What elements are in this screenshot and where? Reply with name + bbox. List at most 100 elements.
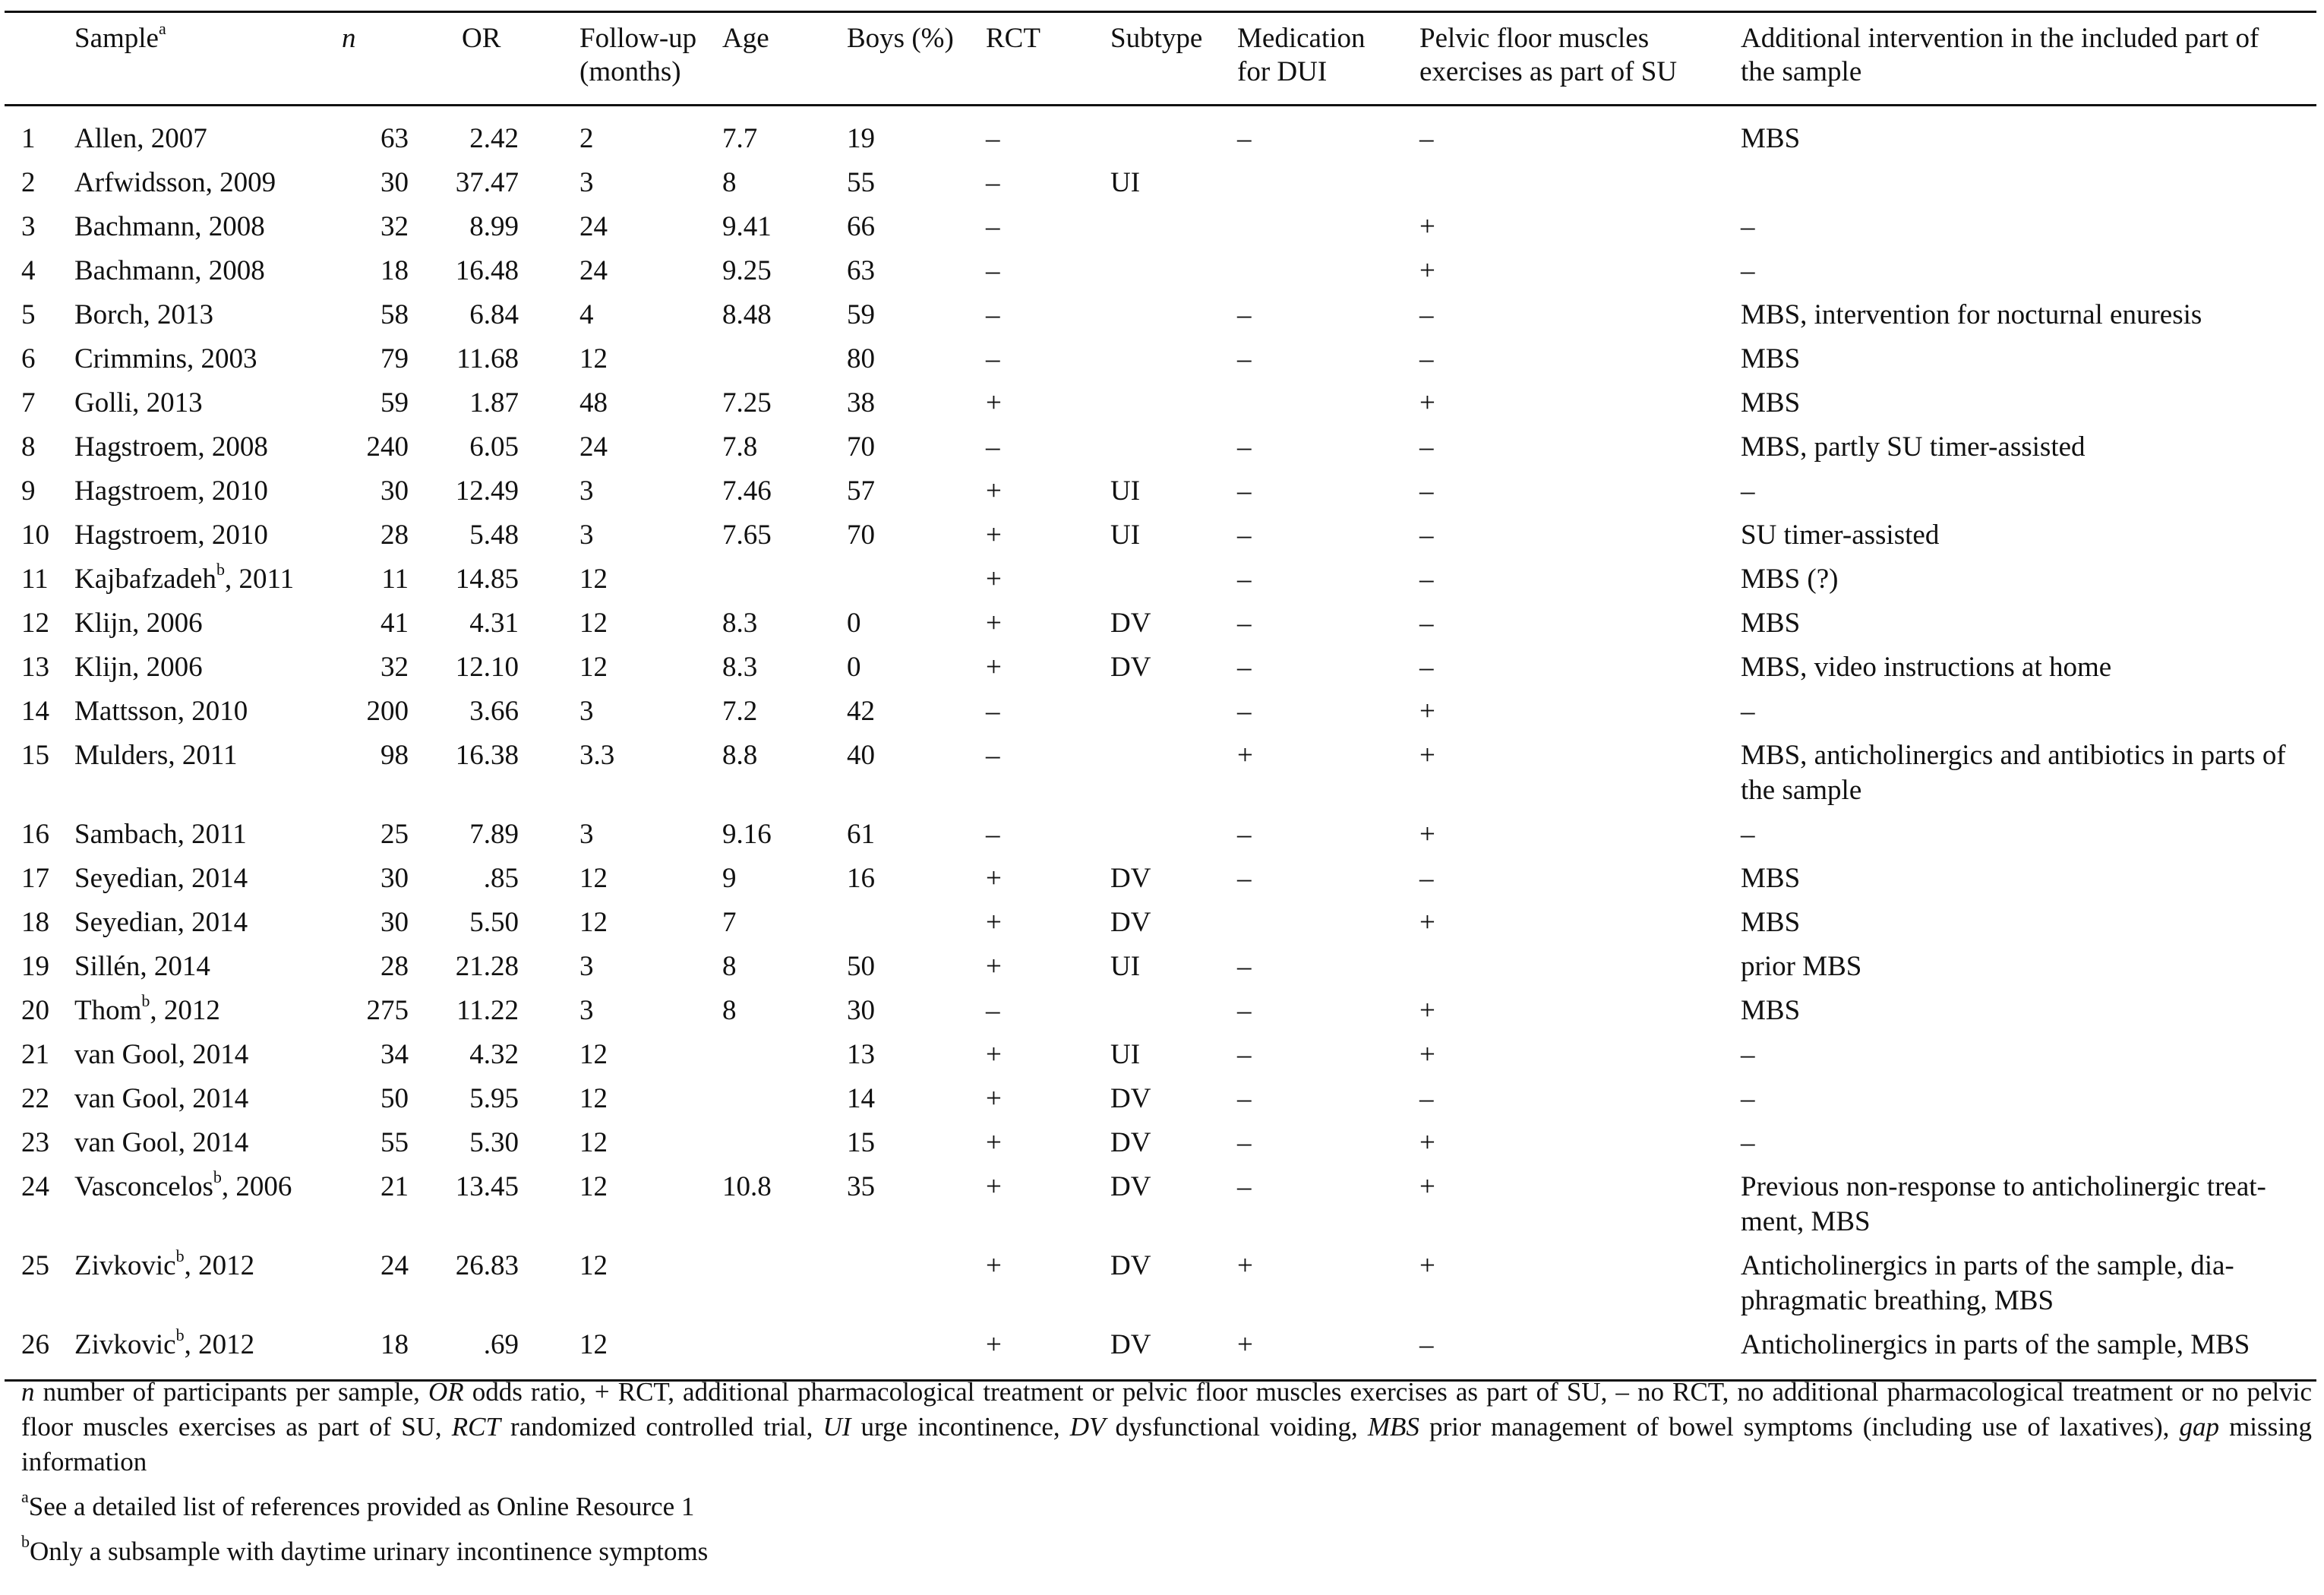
age-cell: 8 xyxy=(722,167,737,198)
row-number: 13 xyxy=(21,652,49,683)
legend-description: randomized controlled trial, xyxy=(500,1412,823,1442)
boys-cell: 63 xyxy=(847,255,875,286)
sample-year: , 2011 xyxy=(224,564,295,595)
boys-cell: 38 xyxy=(847,387,875,418)
n-cell: 55 xyxy=(380,1127,409,1158)
additional-cell: – xyxy=(1733,813,2316,858)
sample-year: , 2008 xyxy=(194,255,265,286)
table-row: 18 Seyedian, 2014 30 5.50 12 7 + DV + MBS xyxy=(5,902,2316,946)
additional-text: MBS xyxy=(1741,123,1801,154)
additional-cell: MBS xyxy=(1733,338,2316,382)
boys-cell: 0 xyxy=(847,608,861,639)
row-number: 6 xyxy=(21,343,36,374)
rct-cell: + xyxy=(986,520,1002,551)
n-cell: 21 xyxy=(380,1171,409,1202)
or-cell: 26.83 xyxy=(455,1250,519,1281)
sample-cell: Golli, 2013 xyxy=(67,382,325,426)
rct-cell: + xyxy=(986,475,1002,507)
sample-year: , 2008 xyxy=(194,211,265,242)
sample-author: van Gool xyxy=(74,1039,178,1070)
additional-text: SU timer-assisted xyxy=(1741,520,1940,551)
follow-up-cell: 48 xyxy=(579,387,608,418)
age-cell: 8 xyxy=(722,995,737,1026)
row-number: 12 xyxy=(21,608,49,639)
additional-cell: MBS xyxy=(1733,902,2316,946)
subtype-cell: DV xyxy=(1110,652,1151,683)
boys-cell: 35 xyxy=(847,1171,875,1202)
pfm-cell: + xyxy=(1419,907,1435,938)
table-row: 20 Thomb, 2012 275 11.22 3 8 30 – – + MBS xyxy=(5,990,2316,1034)
pfm-cell: + xyxy=(1419,1039,1435,1070)
n-cell: 34 xyxy=(380,1039,409,1070)
sample-author: Kajbafzadeh xyxy=(74,564,216,595)
subtype-cell xyxy=(1107,338,1230,382)
boys-cell: 40 xyxy=(847,740,875,771)
table-row: 11 Kajbafzadehb, 2011 11 14.85 12 + – – MBS (?) xyxy=(5,558,2316,602)
additional-cell: – xyxy=(1733,1078,2316,1122)
header-num xyxy=(5,11,67,106)
subtype-cell: UI xyxy=(1110,520,1141,551)
n-cell: 32 xyxy=(380,652,409,683)
or-cell: .69 xyxy=(431,1324,572,1382)
follow-up-cell: 4 xyxy=(579,299,594,330)
header-pfm-line1: Pelvic floor muscles xyxy=(1419,23,1650,54)
age-cell: 7.8 xyxy=(722,431,758,463)
additional-text: – xyxy=(1741,819,1755,850)
subtype-cell: DV xyxy=(1107,1324,1230,1382)
rct-cell: + xyxy=(986,1171,1002,1202)
row-number: 19 xyxy=(21,951,49,982)
additional-cell: Previous non-response to anticholinergic… xyxy=(1733,1166,2316,1245)
table-row: 19 Sillén, 2014 28 21.28 3 8 50 + UI – prior MBS xyxy=(5,946,2316,990)
additional-text: MBS, anticholinergics and antibiotics in… xyxy=(1741,740,2286,806)
n-cell: 18 xyxy=(325,1324,431,1382)
boys-cell: 59 xyxy=(847,299,875,330)
sample-cell: Kajbafzadehb, 2011 xyxy=(67,558,325,602)
n-cell: 200 xyxy=(366,696,409,727)
additional-text: MBS xyxy=(1741,608,1801,639)
pfm-cell: + xyxy=(1419,211,1435,242)
row-number: 7 xyxy=(21,387,36,418)
pfm-cell: – xyxy=(1419,1083,1434,1114)
table-row: 14 Mattsson, 2010 200 3.66 3 7.2 42 – – + – xyxy=(5,690,2316,734)
age-cell: 9.41 xyxy=(722,211,772,242)
sample-author: Klijn xyxy=(74,652,133,683)
follow-up-cell: 2 xyxy=(579,123,594,154)
sample-cell: Allen, 2007 xyxy=(67,106,325,163)
table-row: 25 Zivkovicb, 2012 24 26.83 12 + DV + + Anticholi… xyxy=(5,1245,2316,1324)
sample-cell: Mattsson, 2010 xyxy=(67,690,325,734)
medication-cell xyxy=(1230,162,1412,206)
age-cell xyxy=(719,1324,844,1382)
header-additional-line1: Additional intervention in the included … xyxy=(1741,23,2259,54)
subtype-cell xyxy=(1107,382,1230,426)
pfm-cell: – xyxy=(1412,1324,1733,1382)
table-row: 3 Bachmann, 2008 32 8.99 24 9.41 66 – + – xyxy=(5,206,2316,250)
medication-cell: – xyxy=(1237,520,1252,551)
rct-cell: – xyxy=(986,299,1000,330)
rct-cell: + xyxy=(986,608,1002,639)
pfm-cell: – xyxy=(1419,343,1434,374)
abbreviation-legend: n number of participants per sample, OR … xyxy=(21,1375,2312,1480)
or-cell: 37.47 xyxy=(455,167,519,198)
sample-footnote-mark: b xyxy=(141,990,150,1010)
sample-author: Vasconcelos xyxy=(74,1171,213,1202)
medication-cell: – xyxy=(1237,696,1252,727)
legend-term: RCT xyxy=(451,1412,500,1442)
or-cell: 4.32 xyxy=(469,1039,519,1070)
additional-cell: MBS, video instructions at home xyxy=(1733,646,2316,690)
medication-cell: – xyxy=(1237,995,1252,1026)
sample-year: , 2006 xyxy=(221,1171,292,1202)
rct-cell: – xyxy=(986,819,1000,850)
or-cell: 4.31 xyxy=(469,608,519,639)
boys-cell: 13 xyxy=(847,1039,875,1070)
sample-year: , 2010 xyxy=(197,475,268,507)
header-n: n xyxy=(325,11,431,106)
row-number: 8 xyxy=(21,431,36,463)
additional-cell: MBS xyxy=(1733,602,2316,646)
table-row: 16 Sambach, 2011 25 7.89 3 9.16 61 – – + – xyxy=(5,813,2316,858)
sample-year: , 2011 xyxy=(177,819,247,850)
rct-cell: – xyxy=(986,167,1000,198)
additional-text: prior MBS xyxy=(1741,951,1862,982)
additional-cell: MBS (?) xyxy=(1733,558,2316,602)
additional-cell: – xyxy=(1733,470,2316,514)
